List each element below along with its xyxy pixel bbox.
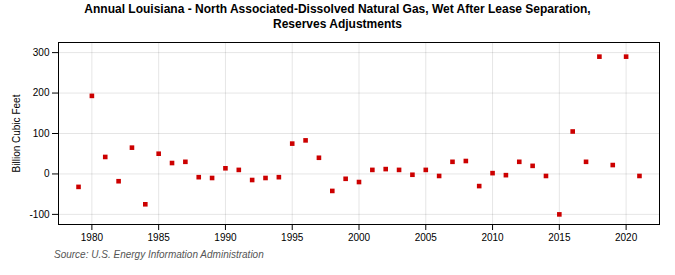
svg-text:-100: -100 (29, 209, 49, 220)
svg-text:2015: 2015 (548, 232, 571, 243)
html-text:Annual Louisiana - North Assoc: Annual Louisiana - North Associated-Diss… (84, 2, 591, 31)
svg-text:1985: 1985 (148, 232, 171, 243)
svg-text:200: 200 (33, 87, 50, 98)
html-text:Source: U.S. Energy Informatio: Source: U.S. Energy Information Administ… (54, 249, 264, 260)
svg-text:2010: 2010 (481, 232, 504, 243)
svg-text:2000: 2000 (348, 232, 371, 243)
svg-text:Billion Cubic Feet: Billion Cubic Feet (11, 94, 22, 172)
svg-text:2020: 2020 (615, 232, 638, 243)
svg-text:2005: 2005 (415, 232, 438, 243)
svg-text:1990: 1990 (214, 232, 237, 243)
svg-text:1980: 1980 (81, 232, 104, 243)
svg-text:0: 0 (44, 168, 50, 179)
svg-text:1995: 1995 (281, 232, 304, 243)
svg-text:300: 300 (33, 47, 50, 58)
svg-text:100: 100 (33, 128, 50, 139)
